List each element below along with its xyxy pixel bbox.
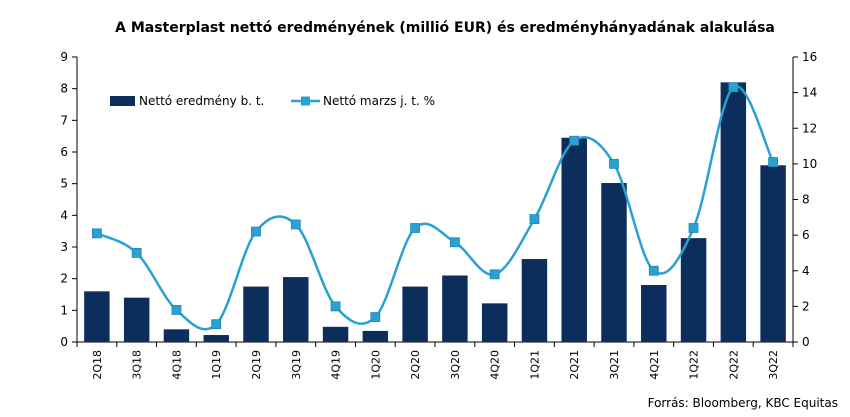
line-marker <box>768 157 779 167</box>
x-tick-label: 2Q19 <box>250 350 263 380</box>
y-left-tick-label: 9 <box>60 50 68 64</box>
y-left-tick-label: 1 <box>60 303 68 317</box>
x-tick-label: 2Q22 <box>727 350 740 380</box>
x-tick-label: 3Q19 <box>290 350 303 380</box>
x-tick-label: 3Q22 <box>767 350 780 380</box>
y-right-tick-label: 0 <box>802 335 810 349</box>
y-right-tick-label: 16 <box>802 50 817 64</box>
line-series <box>96 84 775 331</box>
bar <box>601 183 627 342</box>
x-tick-label: 4Q20 <box>489 350 502 380</box>
y-right-tick-label: 6 <box>802 228 810 242</box>
line-marker <box>131 248 142 258</box>
x-tick-label: 4Q19 <box>330 350 343 380</box>
y-right-tick-label: 8 <box>802 193 810 207</box>
bar <box>322 326 349 342</box>
line-marker <box>728 82 739 93</box>
x-tick-label: 1Q21 <box>528 350 541 380</box>
legend-bar-swatch <box>110 96 135 106</box>
x-tick-label: 1Q22 <box>688 350 701 380</box>
bar <box>481 303 508 342</box>
y-left-tick-label: 8 <box>60 82 68 96</box>
y-left-tick-label: 2 <box>60 272 68 286</box>
bar <box>760 165 786 342</box>
bar <box>521 259 548 342</box>
line-marker <box>449 237 460 248</box>
line-marker <box>370 312 381 322</box>
line-marker <box>211 319 222 330</box>
y-right-tick-label: 14 <box>802 86 817 100</box>
bar <box>561 137 587 342</box>
line-marker <box>251 226 261 237</box>
bar <box>442 275 468 342</box>
y-left-tick-label: 0 <box>60 335 68 349</box>
line-marker <box>569 135 580 146</box>
bar <box>243 286 269 342</box>
legend-bar-label: Nettó eredmény b. t. <box>139 94 264 108</box>
y-right-tick-label: 4 <box>802 264 810 278</box>
line-marker <box>91 228 102 239</box>
line-marker <box>688 223 699 233</box>
line-marker <box>171 305 182 315</box>
y-right-tick-label: 2 <box>802 299 810 313</box>
legend-line-marker <box>301 96 310 106</box>
x-tick-label: 3Q21 <box>608 350 621 380</box>
bar <box>163 329 190 342</box>
x-tick-label: 3Q20 <box>449 350 462 380</box>
x-tick-label: 3Q18 <box>131 350 144 380</box>
source-note: Forrás: Bloomberg, KBC Equitas <box>647 396 838 410</box>
y-left-tick-label: 6 <box>60 145 68 159</box>
line-marker <box>330 301 341 312</box>
x-tick-label: 2Q20 <box>409 350 422 380</box>
y-left-tick-label: 3 <box>60 240 68 254</box>
line-marker <box>648 265 659 276</box>
bar <box>641 285 667 342</box>
legend-line-label: Nettó marzs j. t. % <box>323 94 435 108</box>
x-tick-label: 4Q21 <box>648 350 661 380</box>
y-right-tick-label: 12 <box>802 121 817 135</box>
bar <box>680 238 707 342</box>
bar <box>283 277 309 342</box>
bar <box>362 330 389 342</box>
y-left-tick-label: 7 <box>60 113 68 127</box>
x-tick-label: 4Q18 <box>170 350 183 380</box>
bar <box>84 291 110 342</box>
y-left-tick-label: 4 <box>60 208 68 222</box>
x-tick-label: 1Q19 <box>210 350 223 380</box>
y-left-tick-label: 5 <box>60 177 68 191</box>
line-marker <box>290 219 301 230</box>
bar <box>720 82 747 342</box>
line-marker <box>410 223 421 233</box>
x-tick-label: 1Q20 <box>369 350 382 380</box>
bar <box>402 286 428 342</box>
line-marker <box>489 269 500 280</box>
line-marker <box>609 158 619 169</box>
x-tick-label: 2Q18 <box>91 350 104 380</box>
chart-title: A Masterplast nettó eredményének (millió… <box>115 20 775 36</box>
x-tick-label: 2Q21 <box>568 350 581 380</box>
bar <box>123 297 150 342</box>
y-right-tick-label: 10 <box>802 157 817 171</box>
line-marker <box>529 214 540 224</box>
bar <box>203 335 229 342</box>
